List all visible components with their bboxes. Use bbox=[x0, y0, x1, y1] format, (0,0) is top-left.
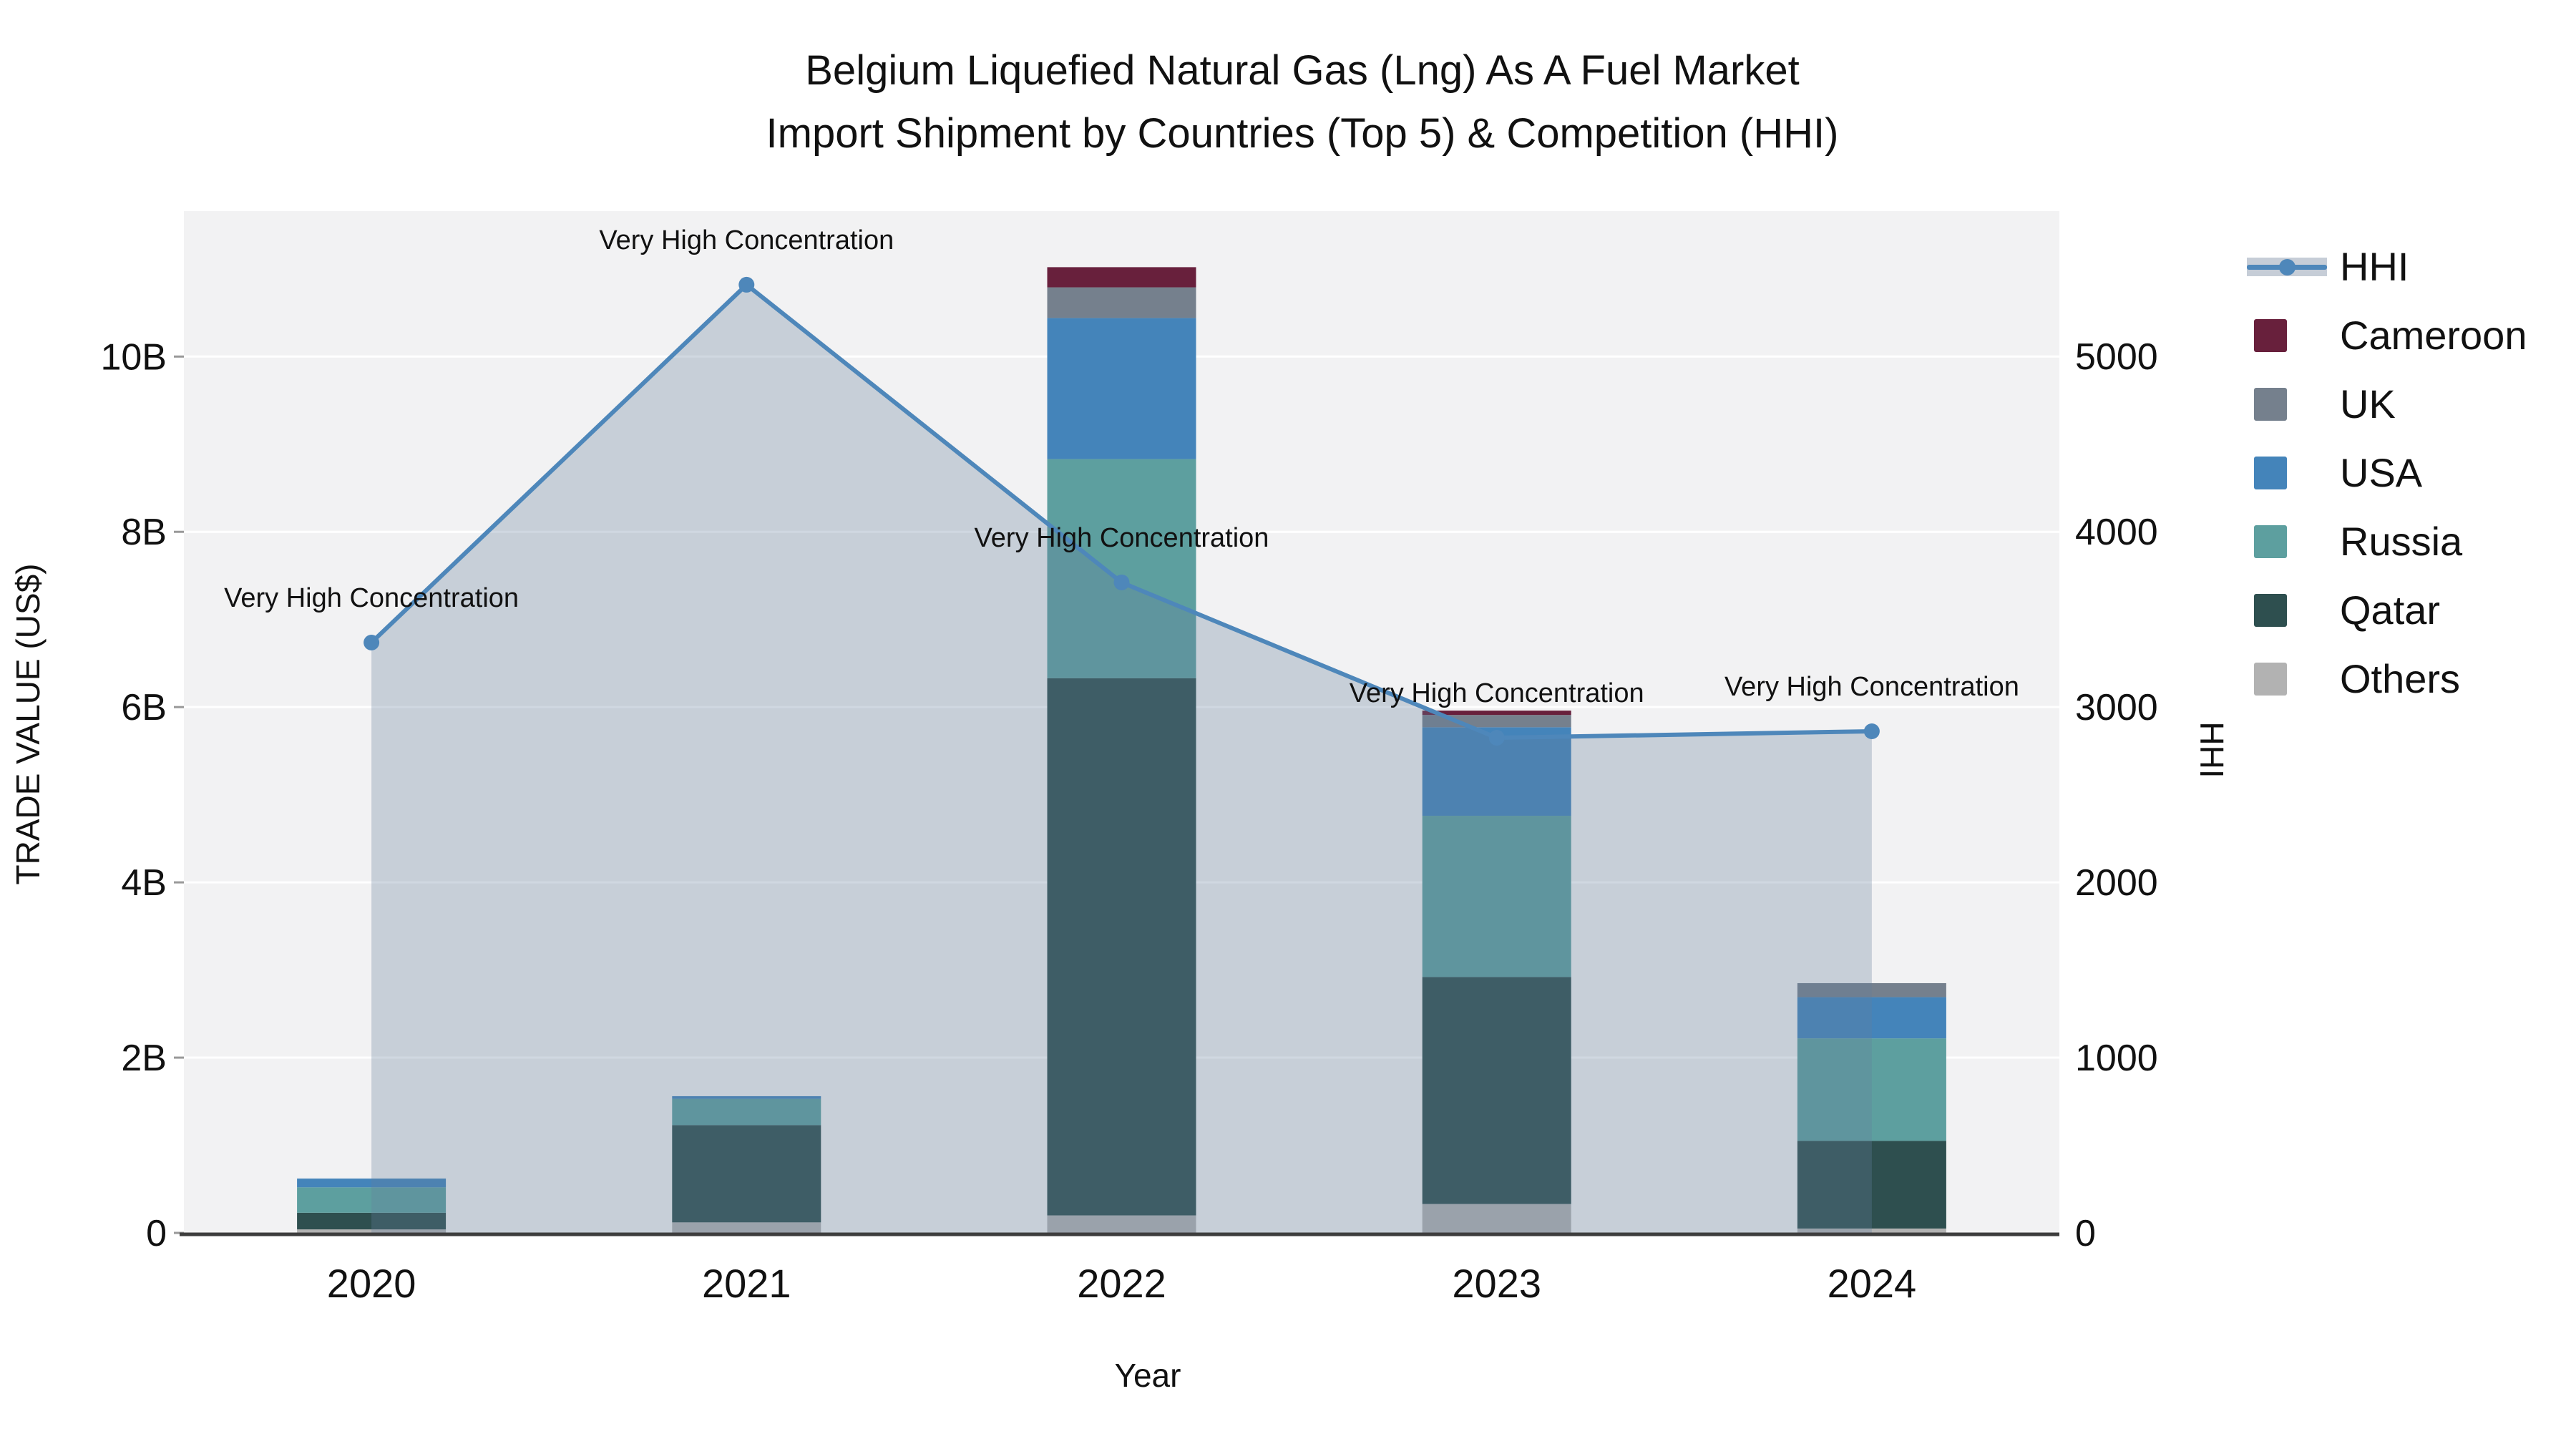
hhi-marker-2023 bbox=[1488, 730, 1505, 746]
bar-segment-usa-2020 bbox=[297, 1179, 447, 1188]
right-axis-tick-label: 0 bbox=[2075, 1213, 2096, 1254]
bar-segment-qatar-2022 bbox=[1047, 678, 1196, 1216]
right-axis-title: HHI bbox=[2193, 721, 2230, 779]
bar-segment-others-2023 bbox=[1422, 1204, 1571, 1233]
legend-swatch-icon bbox=[2254, 388, 2287, 421]
legend-label: HHI bbox=[2340, 244, 2409, 289]
left-axis-tick-label: 0 bbox=[146, 1213, 167, 1254]
left-axis-title: TRADE VALUE (US$) bbox=[9, 563, 47, 885]
bar-segment-usa-2024 bbox=[1797, 997, 1946, 1039]
legend: HHI Cameroon UK USA Russia Qatar Others bbox=[2247, 0, 2576, 787]
right-axis-tick-label: 4000 bbox=[2075, 512, 2158, 553]
x-axis-tick-label: 2020 bbox=[327, 1261, 416, 1306]
bar-segment-usa-2021 bbox=[672, 1096, 821, 1099]
bar-segment-cameroon-2022 bbox=[1047, 267, 1196, 288]
legend-item-others[interactable]: Others bbox=[2247, 657, 2576, 701]
hhi-marker-2024 bbox=[1863, 723, 1880, 739]
legend-item-usa[interactable]: USA bbox=[2247, 451, 2576, 495]
left-axis-tick-label: 8B bbox=[121, 512, 167, 553]
legend-item-cameroon[interactable]: Cameroon bbox=[2247, 313, 2576, 358]
left-axis-tick-label: 4B bbox=[121, 862, 167, 904]
legend-label: Qatar bbox=[2340, 587, 2441, 633]
x-axis-title: Year bbox=[1114, 1357, 1181, 1394]
right-axis-tick-label: 5000 bbox=[2075, 336, 2158, 378]
hhi-marker-2022 bbox=[1113, 574, 1130, 590]
annotation-2022: Very High Concentration bbox=[975, 523, 1269, 553]
legend-swatch-icon bbox=[2254, 663, 2287, 696]
bar-segment-uk-2024 bbox=[1797, 982, 1946, 997]
chart-title-line1: Belgium Liquefied Natural Gas (Lng) As A… bbox=[805, 47, 1800, 94]
bar-segment-uk-2022 bbox=[1047, 287, 1196, 318]
annotation-2021: Very High Concentration bbox=[599, 225, 894, 255]
bar-segment-others-2024 bbox=[1797, 1228, 1946, 1233]
legend-item-hhi[interactable]: HHI bbox=[2247, 245, 2576, 289]
bar-segment-russia-2022 bbox=[1047, 459, 1196, 678]
bar-segment-usa-2022 bbox=[1047, 318, 1196, 459]
left-axis-tick-label: 2B bbox=[121, 1038, 167, 1079]
x-axis-tick-label: 2022 bbox=[1077, 1261, 1166, 1306]
annotation-2024: Very High Concentration bbox=[1724, 672, 2019, 702]
hhi-area-fill bbox=[371, 284, 1872, 1233]
right-axis-tick-label: 2000 bbox=[2075, 862, 2158, 904]
bar-segment-russia-2020 bbox=[297, 1187, 447, 1213]
legend-label: Others bbox=[2340, 656, 2461, 701]
legend-item-uk[interactable]: UK bbox=[2247, 382, 2576, 426]
hhi-marker-2020 bbox=[364, 635, 380, 651]
legend-label: UK bbox=[2340, 381, 2396, 426]
legend-swatch-icon bbox=[2254, 457, 2287, 489]
bar-segment-others-2020 bbox=[297, 1229, 447, 1233]
bar-segment-qatar-2021 bbox=[672, 1125, 821, 1223]
bar-segment-qatar-2024 bbox=[1797, 1141, 1946, 1229]
bar-segment-others-2022 bbox=[1047, 1215, 1196, 1233]
bar-segment-qatar-2023 bbox=[1422, 977, 1571, 1204]
right-axis-tick-label: 1000 bbox=[2075, 1038, 2158, 1079]
left-axis-tick-label: 10B bbox=[100, 336, 167, 378]
legend-item-qatar[interactable]: Qatar bbox=[2247, 588, 2576, 633]
left-axis-tick-label: 6B bbox=[121, 687, 167, 728]
bar-segment-russia-2021 bbox=[672, 1098, 821, 1126]
annotation-2020: Very High Concentration bbox=[224, 583, 519, 613]
bar-segment-russia-2023 bbox=[1422, 816, 1571, 977]
legend-label: Cameroon bbox=[2340, 313, 2527, 358]
hhi-marker-2021 bbox=[738, 276, 755, 293]
legend-swatch-icon bbox=[2254, 319, 2287, 352]
x-axis-tick-label: 2023 bbox=[1452, 1261, 1541, 1306]
bar-segment-cameroon-2023 bbox=[1422, 711, 1571, 716]
legend-item-russia[interactable]: Russia bbox=[2247, 519, 2576, 564]
bar-segment-others-2021 bbox=[672, 1222, 821, 1233]
right-axis-tick-label: 3000 bbox=[2075, 687, 2158, 728]
chart-title-line2: Import Shipment by Countries (Top 5) & C… bbox=[766, 110, 1839, 157]
legend-label: USA bbox=[2340, 450, 2423, 495]
legend-swatch-icon bbox=[2254, 525, 2287, 558]
annotation-2023: Very High Concentration bbox=[1350, 678, 1644, 708]
x-axis-tick-label: 2024 bbox=[1828, 1261, 1917, 1306]
bar-segment-russia-2024 bbox=[1797, 1038, 1946, 1141]
x-axis-tick-label: 2021 bbox=[702, 1261, 791, 1306]
legend-swatch-icon bbox=[2254, 594, 2287, 627]
legend-label: Russia bbox=[2340, 519, 2463, 564]
chart-title: Belgium Liquefied Natural Gas (Lng) As A… bbox=[229, 39, 2376, 165]
hhi-line-swatch-icon bbox=[2247, 250, 2327, 283]
bar-segment-qatar-2020 bbox=[297, 1212, 447, 1230]
